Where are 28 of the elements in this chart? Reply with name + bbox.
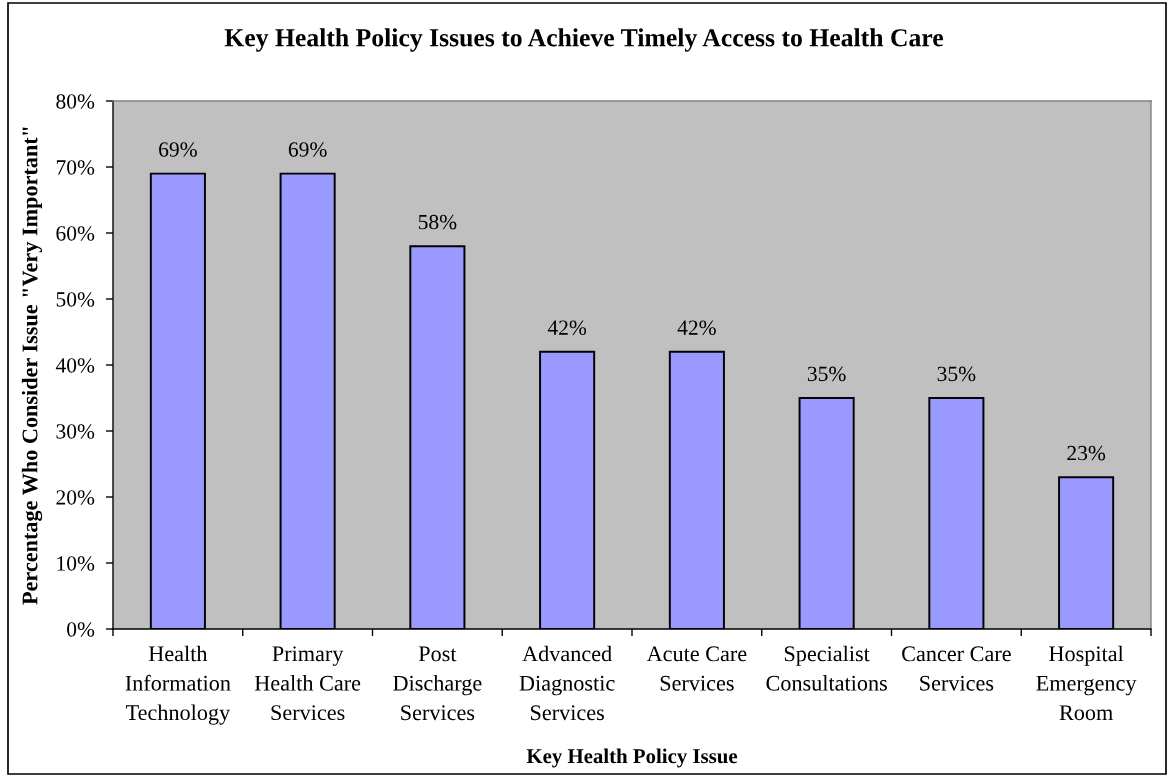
data-label: 42% bbox=[547, 320, 587, 335]
x-tick-label: Hospital Emergency Room bbox=[1036, 645, 1137, 721]
data-label: 35% bbox=[807, 366, 846, 382]
data-label: 42% bbox=[677, 320, 716, 335]
data-label: 58% bbox=[418, 214, 457, 230]
y-tick-label: 0% bbox=[67, 622, 95, 637]
x-tick-label: Advanced Diagnostic Services bbox=[519, 645, 615, 721]
y-tick-label: 10% bbox=[57, 556, 95, 571]
x-tick-label: Cancer Care Services bbox=[902, 646, 1011, 691]
data-label: 69% bbox=[288, 142, 327, 157]
y-tick-label: 80% bbox=[56, 94, 95, 109]
x-tick-label: Acute Care Services bbox=[646, 646, 747, 691]
y-tick-label: 60% bbox=[56, 226, 95, 241]
x-tick-label: Post Discharge Services bbox=[393, 646, 482, 721]
y-tick-label: 40% bbox=[55, 358, 95, 373]
y-tick-label: 30% bbox=[56, 424, 95, 439]
chart-title: Key Health Policy Issues to Achieve Timely Access to Health Care bbox=[224, 28, 944, 52]
y-tick-label: 20% bbox=[56, 490, 95, 505]
y-tick-label: 50% bbox=[56, 292, 95, 307]
x-tick-label: Specialist Consultations bbox=[766, 645, 887, 691]
x-tick-label: Primary Health Care Services bbox=[254, 646, 361, 721]
y-tick-label: 70% bbox=[56, 160, 95, 175]
data-label: 69% bbox=[159, 142, 197, 157]
x-axis-title: Key Health Policy Issue bbox=[526, 748, 738, 768]
y-axis-title: Percentage Who Consider Issue "Very Important" bbox=[21, 127, 43, 605]
data-label: 35% bbox=[937, 366, 976, 382]
data-label: 23% bbox=[1067, 445, 1106, 461]
x-tick-label: Health Information Technology bbox=[125, 645, 231, 725]
